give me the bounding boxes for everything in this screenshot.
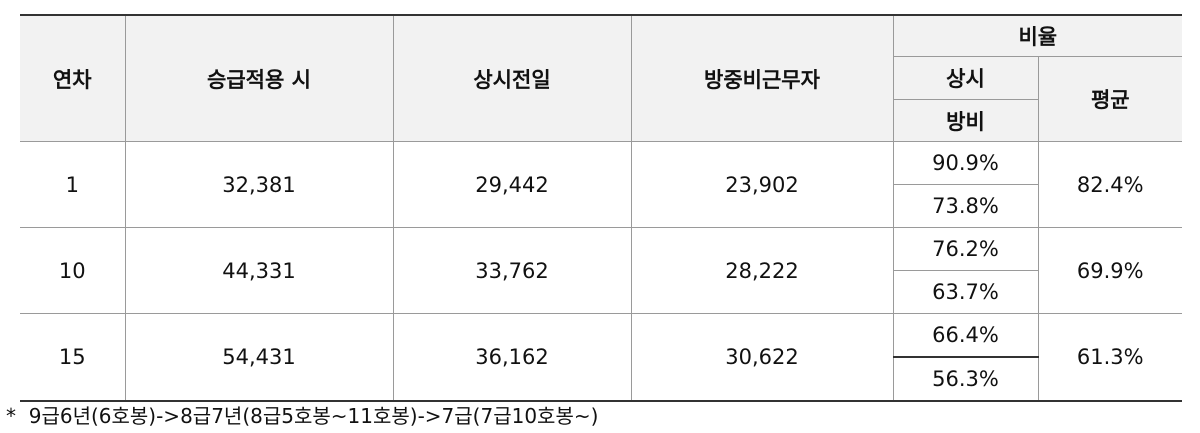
cell: 82.4%	[1037, 141, 1183, 228]
cell: 63.7%	[893, 270, 1038, 314]
cell: 73.8%	[893, 184, 1038, 228]
cell: 56.3%	[893, 356, 1038, 402]
cell: 33,762	[392, 227, 632, 314]
cell: 44,331	[124, 227, 394, 314]
header-cell: 비율	[892, 14, 1183, 57]
table-row: 1 32,381 29,442 23,902 90.9% 82.4%	[20, 141, 1183, 228]
cell: 32,381	[124, 141, 394, 228]
cell: 30,622	[630, 313, 894, 402]
header-cell: 연차	[20, 14, 126, 142]
table-row: 56.3%	[20, 356, 1182, 402]
cell: 23,902	[630, 141, 894, 228]
cell: 61.3%	[1037, 313, 1183, 402]
header-cell: 방중비근무자	[630, 14, 894, 142]
cell: 10	[20, 227, 126, 314]
header-cell: 평균	[1037, 56, 1183, 142]
footnote: * 9급6년(6호봉)->8급7년(8급5호봉~11호봉)->7급(7급10호봉…	[6, 404, 599, 428]
cell: 1	[20, 141, 126, 228]
cell: 76.2%	[892, 227, 1039, 271]
cell: 15	[20, 313, 126, 402]
table-body: 1 32,381 29,442 23,902 90.9% 82.4% 73.8% 10 44,3…	[20, 141, 1183, 402]
cell: 90.9%	[892, 141, 1039, 185]
header-cell: 상시전일	[392, 14, 632, 142]
cell: 69.9%	[1037, 227, 1183, 314]
cell: 36,162	[392, 313, 632, 402]
header-cell: 승급적용 시	[124, 14, 394, 142]
cell: 54,431	[124, 313, 394, 402]
table-row: 63.7%	[20, 270, 1182, 314]
header-cell: 방비	[893, 99, 1038, 142]
table-row: 73.8%	[20, 184, 1182, 228]
table-row: 10 44,331 33,762 28,222 76.2% 69.9%	[20, 227, 1183, 314]
data-table: 연차 승급적용 시 상시전일 방중비근무자 비율 상시 평균 방비 1 32,38…	[20, 14, 1183, 402]
cell: 29,442	[392, 141, 632, 228]
cell: 66.4%	[892, 313, 1039, 358]
table-row: 15 54,431 36,162 30,622 66.4% 61.3%	[20, 313, 1183, 402]
header-cell: 상시	[893, 56, 1039, 100]
cell: 28,222	[630, 227, 894, 314]
